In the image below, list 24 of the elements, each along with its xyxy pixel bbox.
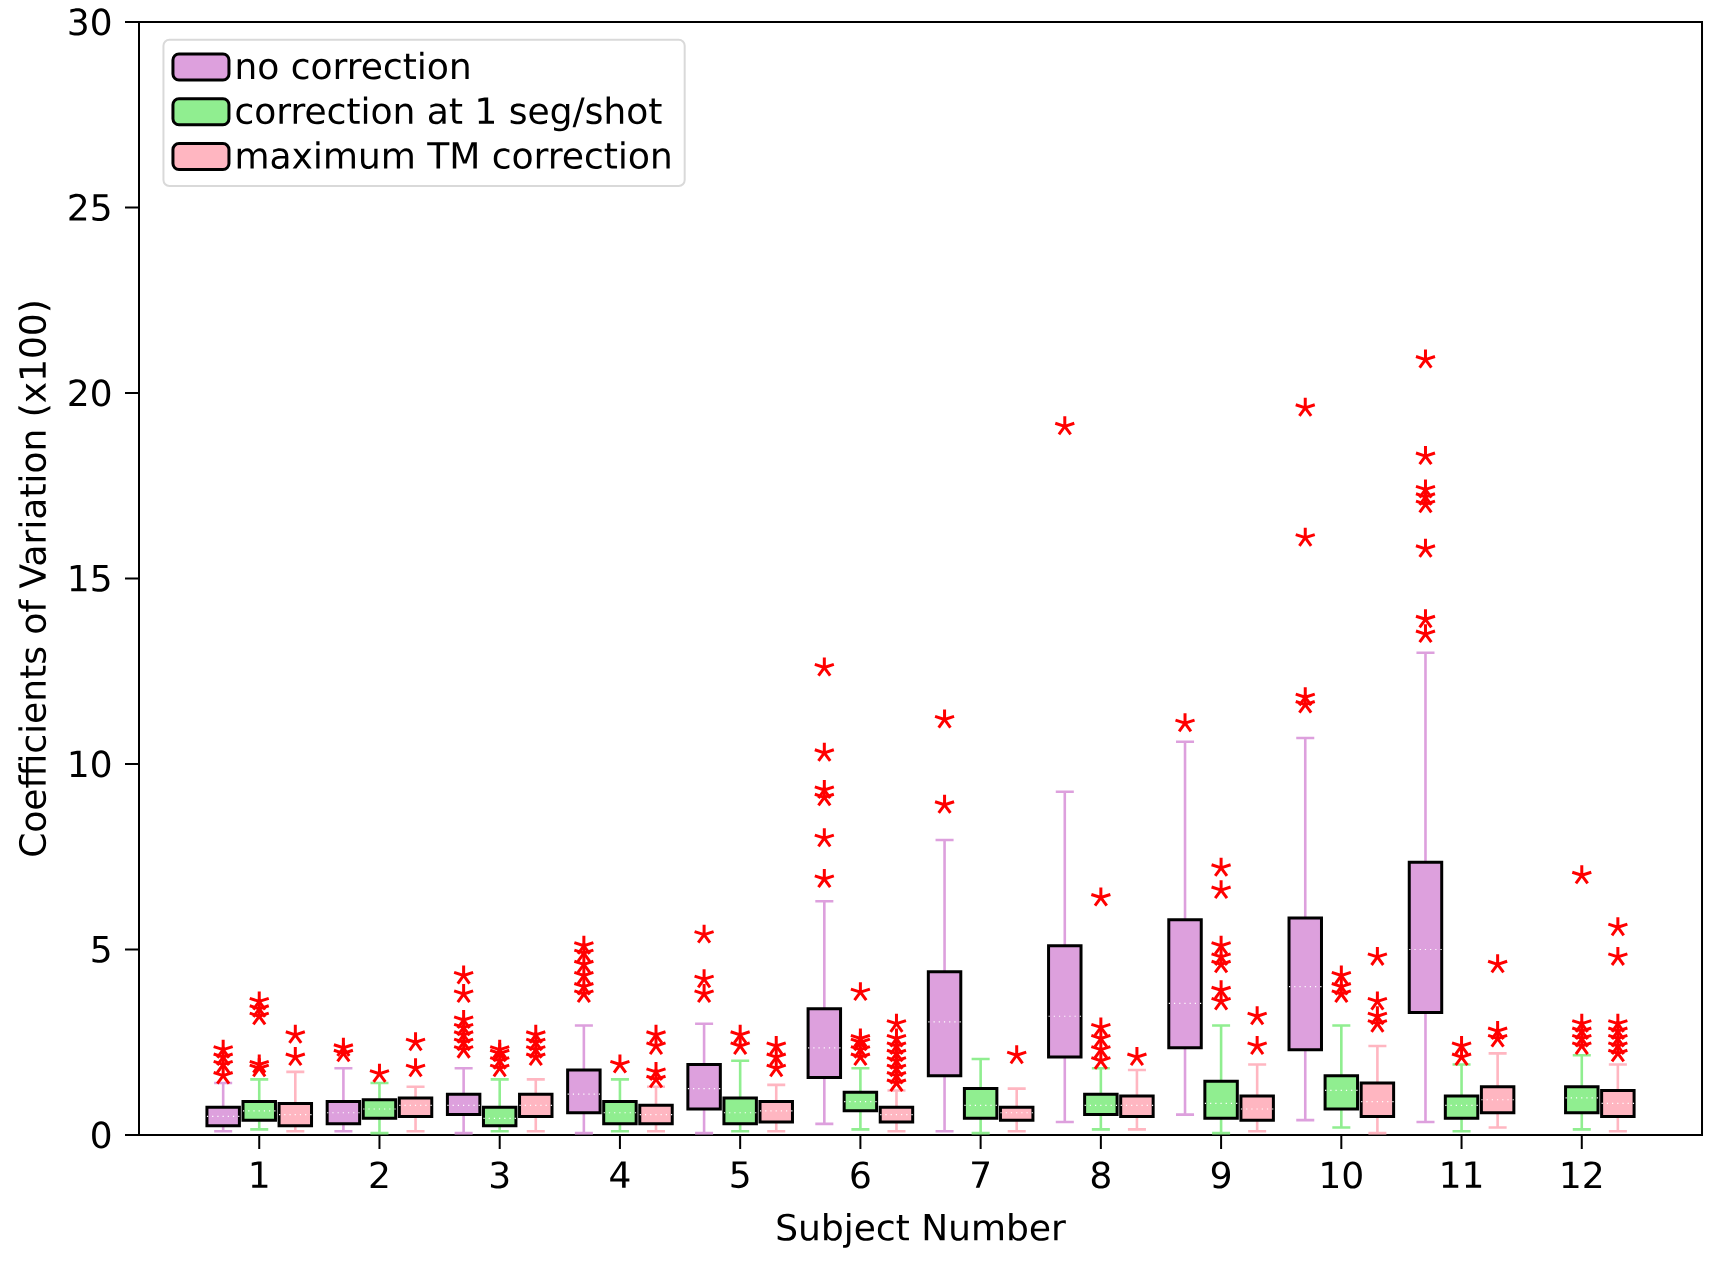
x-tick-label: 12 xyxy=(1562,1161,1602,1189)
y-axis-title: Coefficients of Variation (x100) xyxy=(18,302,51,856)
x-axis-title: Subject Number xyxy=(777,1213,1066,1248)
y-tick-label: 25 xyxy=(69,193,110,222)
x-tick-label: 4 xyxy=(610,1161,630,1188)
y-tick-label: 15 xyxy=(70,565,110,592)
y-tick-label: 10 xyxy=(70,750,111,778)
legend-label: no correction xyxy=(237,51,469,80)
x-tick-label: 11 xyxy=(1442,1161,1482,1188)
legend-label: maximum TM correction xyxy=(237,141,670,170)
x-tick-label: 10 xyxy=(1322,1161,1362,1189)
x-tick-label: 2 xyxy=(370,1161,388,1189)
y-tick-label: 0 xyxy=(92,1121,111,1149)
x-tick-label: 5 xyxy=(731,1161,749,1189)
x-tick-label: 7 xyxy=(972,1161,989,1188)
x-tick-label: 3 xyxy=(490,1161,509,1189)
x-tick-label: 9 xyxy=(1211,1161,1231,1189)
x-tick-label: 6 xyxy=(851,1161,870,1189)
y-tick-label: 30 xyxy=(69,8,111,36)
y-tick-label: 20 xyxy=(69,379,111,407)
x-tick-label: 1 xyxy=(251,1161,268,1188)
legend-label: correction at 1 seg/shot xyxy=(236,96,662,132)
x-tick-label: 8 xyxy=(1091,1161,1110,1189)
y-tick-label: 5 xyxy=(92,936,110,963)
